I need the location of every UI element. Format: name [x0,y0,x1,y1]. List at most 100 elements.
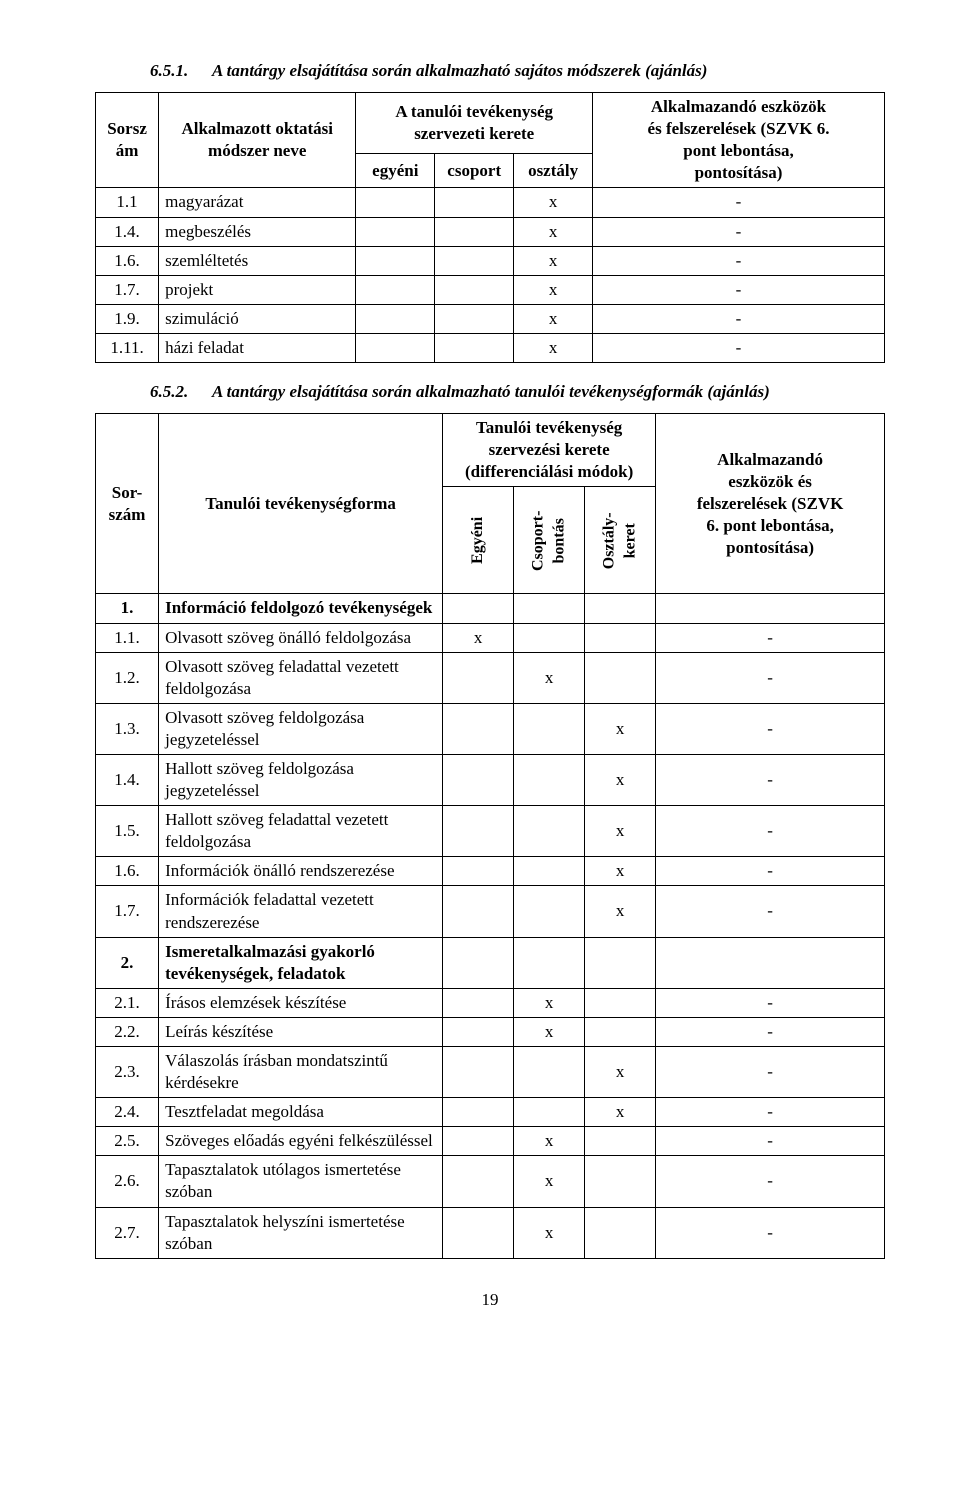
row-tools: - [656,806,885,857]
row-tools: - [656,1017,885,1046]
col-tools-l1: Alkalmazandó eszközök [651,97,826,116]
row-csoport: x [514,1207,585,1258]
col-tools-header: Alkalmazandó eszközök és felszerelések (… [593,93,885,188]
page-number: 19 [95,1289,885,1311]
row-csoport [514,886,585,937]
col-method-bottom: módszer neve [208,141,306,160]
methods-table: Sorsz ám Alkalmazott oktatási módszer ne… [95,92,885,363]
col-frame2-header: Tanulói tevékenység szervezési kerete (d… [443,414,656,487]
row-egyeni [443,754,514,805]
group-name: Ismeretalkalmazási gyakorló tevékenysége… [159,937,443,988]
row-name: Válaszolás írásban mondatszintű kérdések… [159,1047,443,1098]
table-row: 1.9.szimulációx- [96,304,885,333]
table-row: 1.4.Hallott szöveg feldolgozása jegyzete… [96,754,885,805]
row-csoport [435,246,514,275]
row-csoport [435,217,514,246]
row-num: 2.1. [96,988,159,1017]
row-egyeni [356,333,435,362]
table-row: 2.2.Leírás készítésex- [96,1017,885,1046]
row-name: Tapasztalatok utólagos ismertetése szóba… [159,1156,443,1207]
col-frame-bottom: szervezeti kerete [414,124,534,143]
col-tools2-l4: 6. pont lebontása, [706,516,834,535]
table-row: 2.5.Szöveges előadás egyéni felkészüléss… [96,1127,885,1156]
row-csoport [435,304,514,333]
col-osztaly2-text: Osztály- keret [599,512,641,569]
col-tools2-header: Alkalmazandó eszközök és felszerelések (… [656,414,885,594]
group-t [656,594,885,623]
row-tools: - [656,1207,885,1258]
col-egyeni2-text: Egyéni [468,517,489,564]
row-num: 1.4. [96,754,159,805]
group-e [443,937,514,988]
table-row: 1.4.megbeszélésx- [96,217,885,246]
row-csoport: x [514,988,585,1017]
row-osztaly: x [514,275,593,304]
row-csoport: x [514,1127,585,1156]
row-osztaly: x [514,188,593,217]
row-osztaly: x [585,857,656,886]
col-sorszam2-header: Sor- szám [96,414,159,594]
row-egyeni [356,275,435,304]
row-egyeni [443,1098,514,1127]
row-name: Olvasott szöveg feladattal vezetett feld… [159,652,443,703]
col-osztaly-header: osztály [514,153,593,188]
row-num: 1.2. [96,652,159,703]
activities-table: Sor- szám Tanulói tevékenységforma Tanul… [95,413,885,1259]
table-row: 1.1.Olvasott szöveg önálló feldolgozásax… [96,623,885,652]
row-csoport [514,806,585,857]
row-tools: - [656,1127,885,1156]
row-name: Olvasott szöveg önálló feldolgozása [159,623,443,652]
col-sorszam2-l2: szám [109,505,146,524]
col-csoport2-l1: Csoport- [529,510,546,570]
col-tools2-l1: Alkalmazandó [717,450,823,469]
row-num: 1.6. [96,246,159,275]
col-egyeni2-header: Egyéni [443,487,514,594]
row-tools: - [656,988,885,1017]
table-row: 1.6.Információk önálló rendszerezésex- [96,857,885,886]
col-tools2-l3: felszerelések (SZVK [697,494,844,513]
row-num: 1.7. [96,886,159,937]
table-row: 1.11.házi feladatx- [96,333,885,362]
group-o [585,937,656,988]
col-method-header: Alkalmazott oktatási módszer neve [159,93,356,188]
section-heading-1: 6.5.1.A tantárgy elsajátítása során alka… [95,60,885,82]
col-csoport2-text: Csoport- bontás [528,510,570,570]
col-tools-l4: pontosítása) [695,163,783,182]
row-tools: - [656,1047,885,1098]
row-tools: - [656,703,885,754]
row-name: Információk feladattal vezetett rendszer… [159,886,443,937]
col-form-header: Tanulói tevékenységforma [159,414,443,594]
table-row: 2.7.Tapasztalatok helyszíni ismertetése … [96,1207,885,1258]
row-num: 2.2. [96,1017,159,1046]
group-name: Információ feldolgozó tevékenységek [159,594,443,623]
section-number-1: 6.5.1. [150,60,212,82]
row-osztaly: x [585,1098,656,1127]
group-e [443,594,514,623]
col-method-top: Alkalmazott oktatási [181,119,333,138]
row-egyeni [443,652,514,703]
row-egyeni [356,304,435,333]
row-csoport [514,623,585,652]
row-tools: - [593,188,885,217]
row-osztaly: x [514,304,593,333]
row-egyeni [443,703,514,754]
row-tools: - [656,857,885,886]
row-tools: - [656,652,885,703]
row-csoport: x [514,1156,585,1207]
row-tools: - [656,1098,885,1127]
row-egyeni [443,806,514,857]
table-row: 1.5.Hallott szöveg feladattal vezetett f… [96,806,885,857]
col-egyeni-header: egyéni [356,153,435,188]
row-csoport [514,1098,585,1127]
group-num: 2. [96,937,159,988]
row-name: Szöveges előadás egyéni felkészüléssel [159,1127,443,1156]
col-sorszam-bottom: ám [116,141,139,160]
row-egyeni [356,188,435,217]
row-name: Olvasott szöveg feldolgozása jegyzetelés… [159,703,443,754]
col-frame2-l2: szervezési kerete [489,440,610,459]
row-osztaly [585,1207,656,1258]
row-egyeni [443,1156,514,1207]
row-name: szimuláció [159,304,356,333]
row-num: 1.3. [96,703,159,754]
group-t [656,937,885,988]
